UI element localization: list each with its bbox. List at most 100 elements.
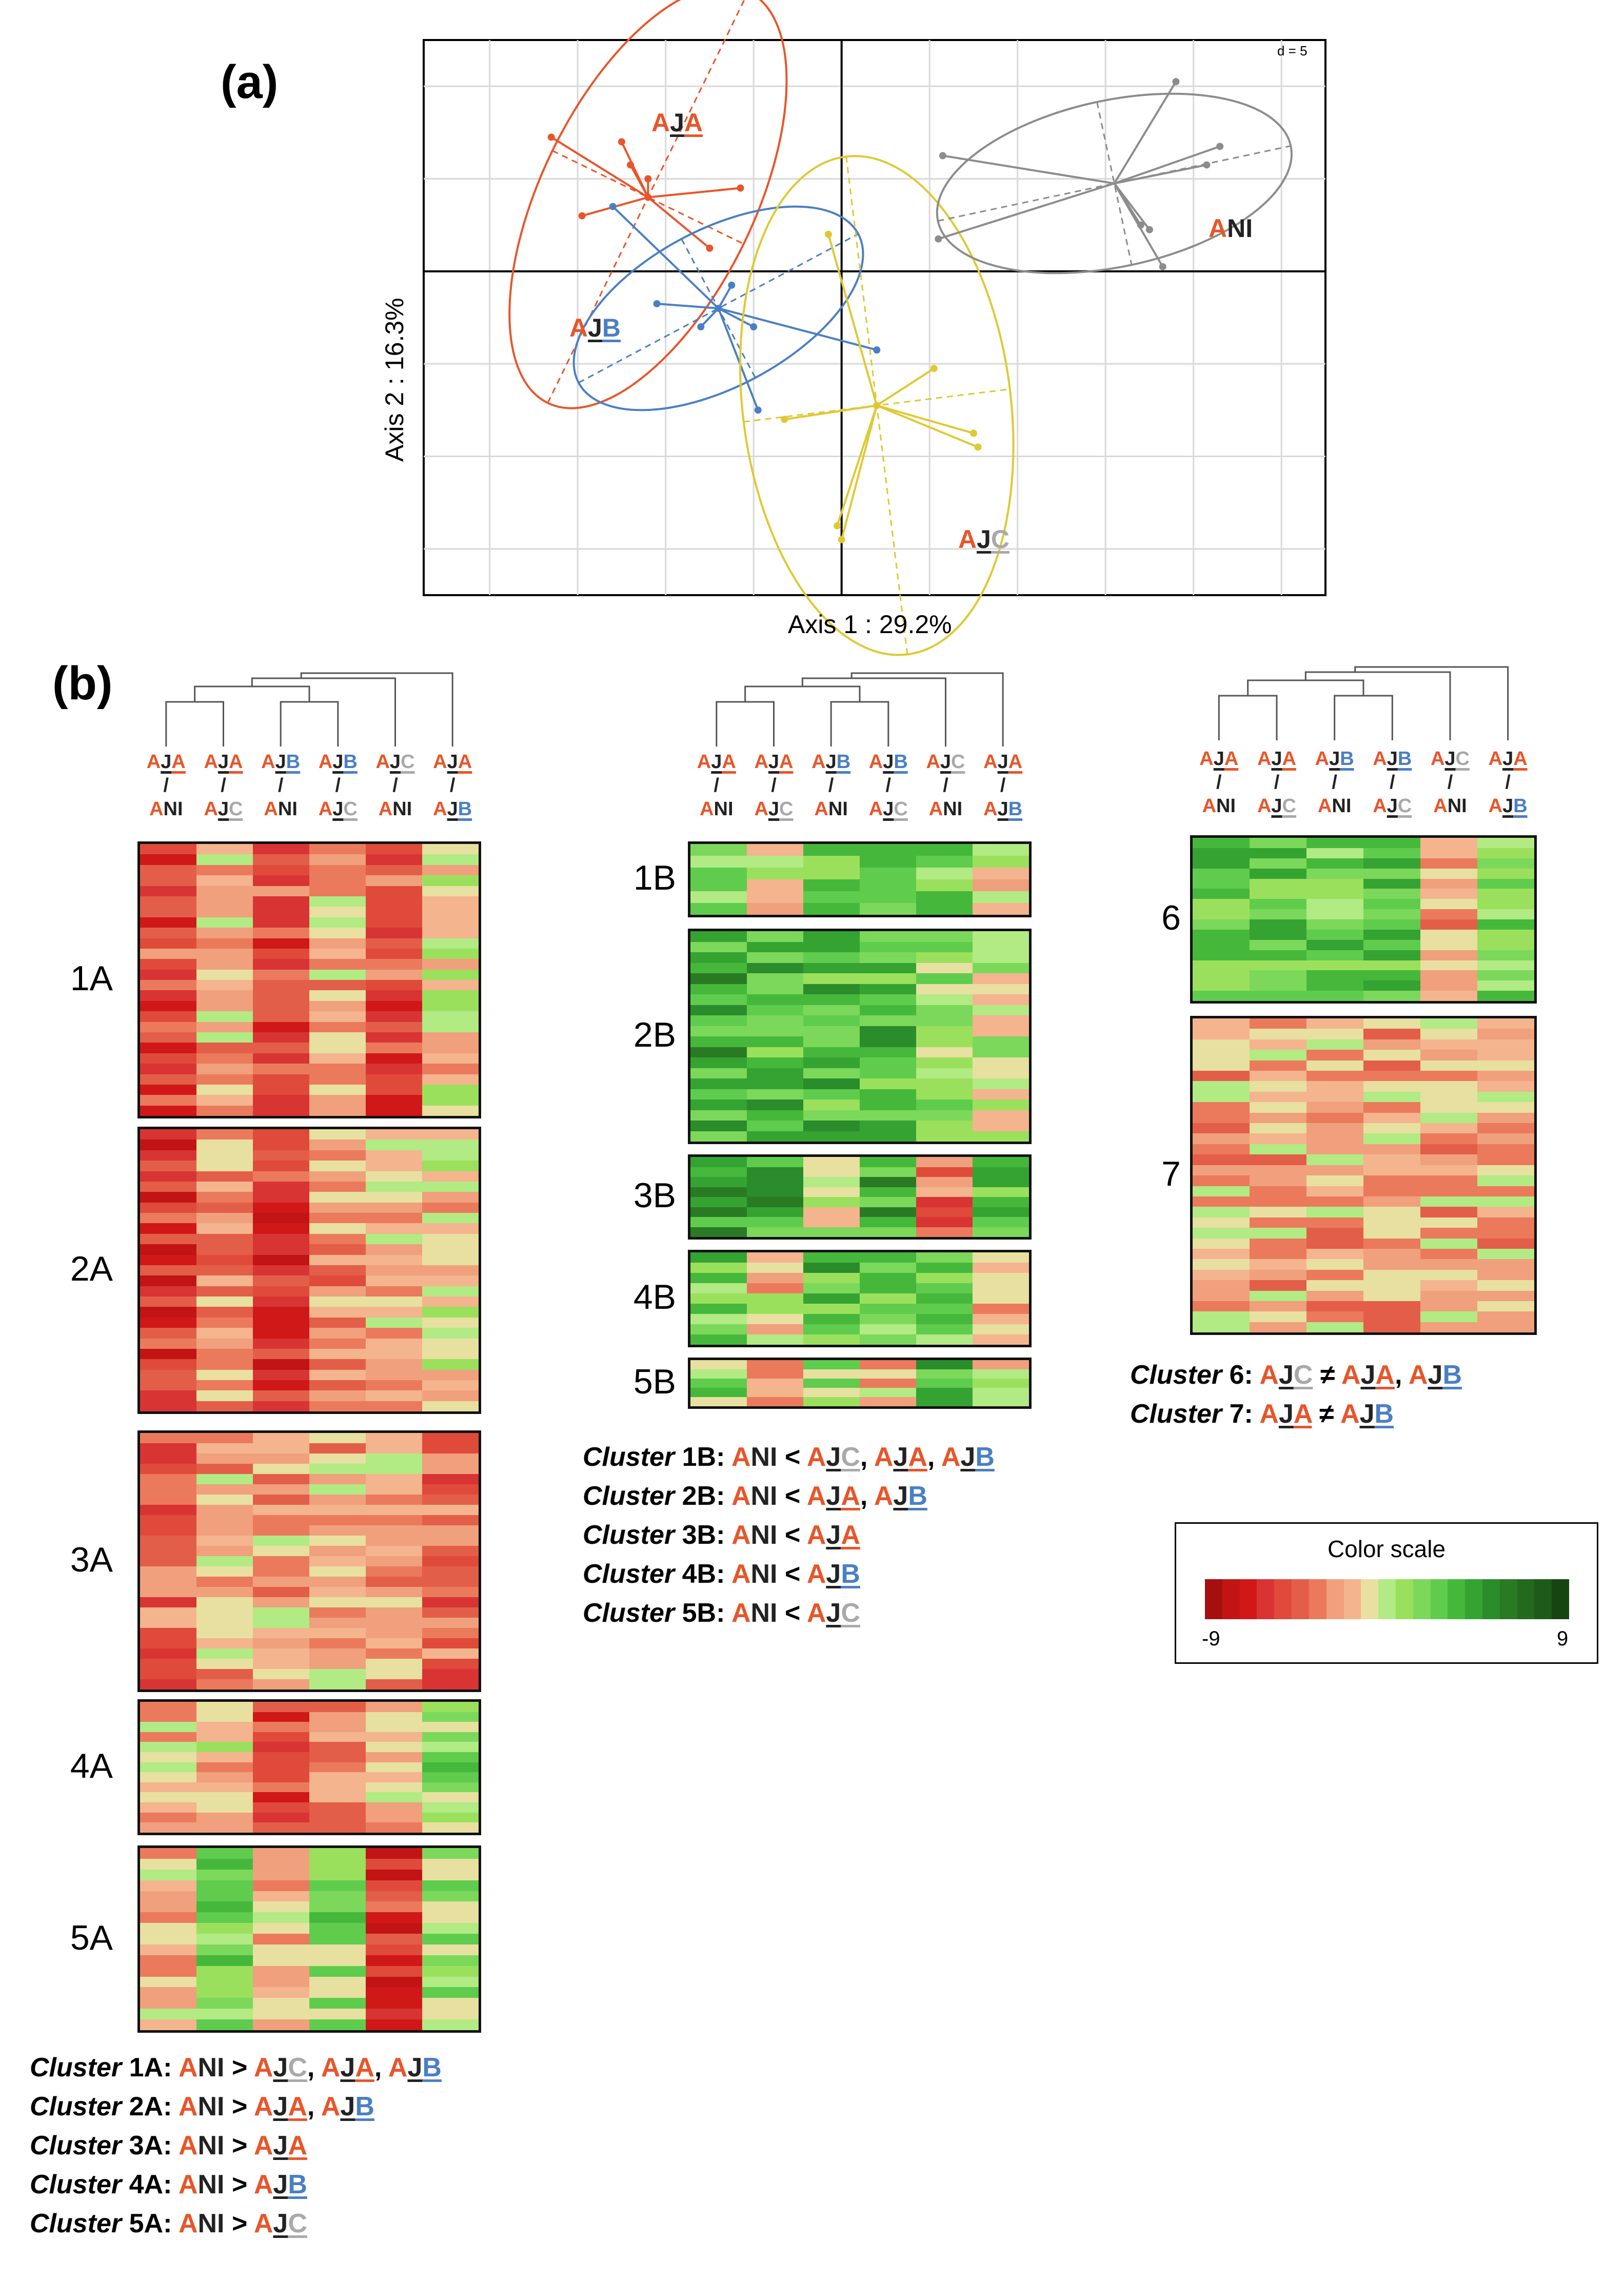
- heatmap-cell: [1306, 1039, 1363, 1050]
- color-scale-swatch: [1309, 1579, 1326, 1619]
- heatmap-cell: [1306, 1112, 1363, 1124]
- heatmap-cell: [366, 1792, 422, 1803]
- heatmap-cell: [1477, 1217, 1534, 1228]
- heatmap-cell: [196, 1244, 253, 1255]
- heatmap-cell: [747, 952, 803, 963]
- heatmap-cell: [1477, 919, 1534, 930]
- heatmap-cell: [366, 1712, 422, 1722]
- heatmap-cell: [140, 1628, 196, 1638]
- heatmap-cell: [196, 1401, 253, 1412]
- heatmap-cell: [366, 990, 422, 1001]
- heatmap-cell: [253, 1934, 309, 1944]
- heatmap-cell: [747, 994, 803, 1005]
- column-label: AJA / AJB: [983, 751, 1023, 820]
- heatmap-cell: [973, 1263, 1029, 1273]
- heatmap-cell: [690, 1068, 747, 1078]
- heatmap-cell: [196, 1858, 253, 1870]
- heatmap-cell: [860, 1369, 916, 1379]
- heatmap-cell: [973, 844, 1029, 856]
- heatmap-cell: [1306, 1091, 1363, 1103]
- heatmap-cell: [803, 1057, 860, 1068]
- heatmap-cell: [309, 1140, 366, 1150]
- heatmap-cell: [1477, 1301, 1534, 1312]
- heatmap-row: [140, 1233, 479, 1245]
- heatmap-cell: [140, 1536, 196, 1546]
- star-segment: [717, 284, 733, 309]
- heatmap-cell: [196, 1464, 253, 1474]
- heatmap-cell: [309, 917, 366, 928]
- heatmap-cell: [366, 1171, 422, 1182]
- heatmap-row: [690, 1293, 1029, 1304]
- heatmap-cell: [196, 1944, 253, 1955]
- data-point: [1145, 226, 1153, 233]
- heatmap-cell: [916, 868, 973, 879]
- heatmap-cell: [366, 1556, 422, 1566]
- heatmap-cell: [253, 1359, 309, 1370]
- heatmap-cell: [973, 1388, 1029, 1397]
- heatmap-cell: [916, 1047, 973, 1057]
- heatmap-cell: [140, 1433, 196, 1443]
- pca-ylabel: Axis 2 : 16.3%: [380, 298, 409, 462]
- heatmap-row: [140, 1742, 479, 1753]
- heatmap-cell: [140, 1453, 196, 1464]
- heatmap-cell: [366, 1484, 422, 1495]
- heatmap-cell: [196, 1597, 253, 1607]
- heatmap-row: [690, 879, 1029, 891]
- heatmap-cell: [196, 959, 253, 970]
- heatmap-row: [140, 1618, 479, 1628]
- data-point: [873, 346, 881, 354]
- heatmap-cell: [366, 1453, 422, 1464]
- heatmap-cell: [196, 1505, 253, 1515]
- heatmap-cell: [366, 1742, 422, 1753]
- heatmap-cell: [1363, 858, 1420, 869]
- heatmap-cell: [309, 1181, 366, 1192]
- heatmap-cell: [690, 1369, 747, 1379]
- heatmap-row: [1193, 1039, 1534, 1050]
- heatmap-cell: [422, 1822, 479, 1833]
- heatmap-cell: [1420, 868, 1477, 879]
- heatmap-cell: [309, 1474, 366, 1484]
- heatmap-cell: [1193, 1071, 1250, 1082]
- heatmap-cell: [253, 854, 309, 865]
- heatmap-row: [140, 1712, 479, 1722]
- heatmap-cell: [422, 1192, 479, 1203]
- heatmap-cell: [690, 1227, 747, 1237]
- heatmap-row: [690, 856, 1029, 868]
- heatmap-cell: [196, 1536, 253, 1546]
- heatmap-cell: [973, 931, 1029, 942]
- dendrogram-branch: [744, 685, 861, 702]
- heatmap-cell: [422, 1944, 479, 1955]
- star-segment: [647, 197, 710, 249]
- heatmap-cell: [1306, 1175, 1363, 1186]
- heatmap-cell: [747, 1324, 803, 1334]
- heatmap-cell: [140, 1296, 196, 1307]
- data-point: [935, 235, 942, 243]
- heatmap-cell: [309, 1858, 366, 1870]
- heatmap-cell: [1250, 1207, 1306, 1217]
- heatmap-cell: [1193, 1060, 1250, 1071]
- heatmap-cell: [309, 1891, 366, 1902]
- color-scale-swatch: [1430, 1579, 1448, 1619]
- heatmap-cell: [309, 928, 366, 938]
- star-segment: [827, 234, 878, 406]
- series-ajc: [739, 155, 1015, 656]
- heatmap-cell: [422, 1742, 479, 1753]
- heatmap-row: [140, 1679, 479, 1689]
- cluster-note: Cluster 7: AJA ≠ AJB: [1130, 1399, 1394, 1429]
- heatmap-cell: [309, 1669, 366, 1679]
- heatmap-cell: [309, 1577, 366, 1587]
- heatmap-cell: [253, 1628, 309, 1638]
- heatmap-row: [1193, 878, 1534, 889]
- heatmap-cell: [309, 1192, 366, 1203]
- heatmap-cell: [860, 1047, 916, 1057]
- heatmap-cell: [253, 1307, 309, 1318]
- heatmap-cell: [309, 875, 366, 886]
- heatmap-cell: [747, 1005, 803, 1015]
- heatmap-cell: [309, 1934, 366, 1944]
- heatmap-cluster-1a: [137, 841, 481, 1118]
- heatmap-cell: [366, 875, 422, 886]
- data-point: [578, 212, 586, 220]
- heatmap-row: [1193, 1175, 1534, 1186]
- heatmap-cell: [1363, 838, 1420, 848]
- heatmap-cell: [1477, 1311, 1534, 1322]
